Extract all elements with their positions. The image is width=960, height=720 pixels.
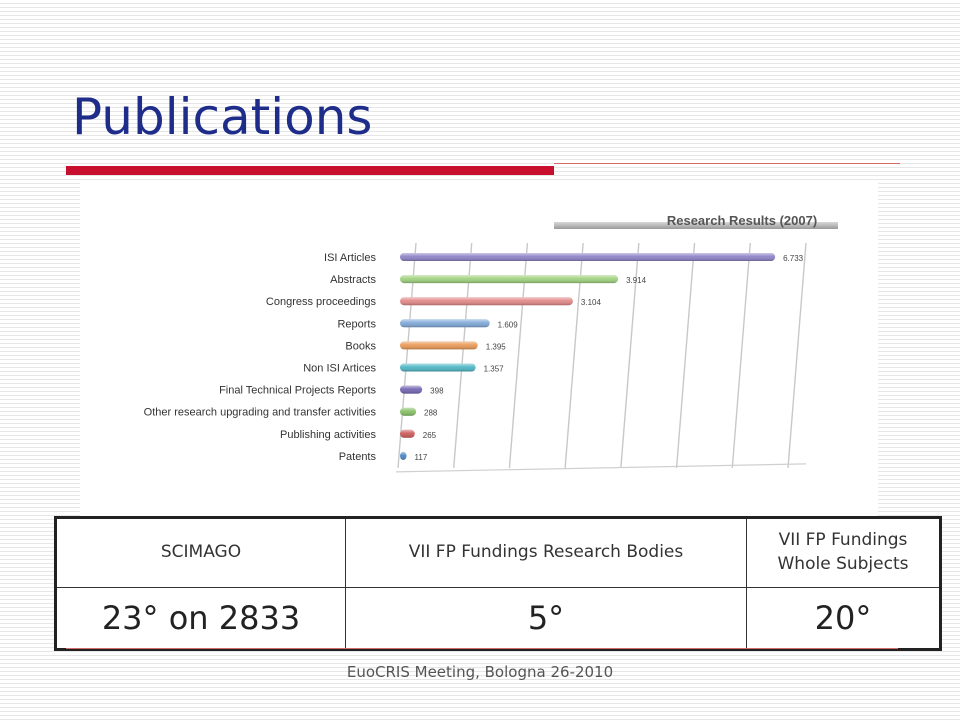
chart-title-underline [554,222,838,229]
table-row: 23° on 2833 5° 20° [55,587,941,650]
bar-value-label: 6.733 [783,254,804,263]
value-fp-research-bodies: 5° [345,587,747,650]
bar-value-label: 3.104 [581,298,602,307]
bar-highlight [400,429,415,438]
rankings-table: SCIMAGO VII FP Fundings Research Bodies … [54,516,942,651]
value-scimago: 23° on 2833 [55,587,346,650]
bar-value-label: 1.395 [486,342,507,351]
chart-svg: Research Results (2007) ISI Articles Abst… [144,213,838,473]
category-label: Patents [339,451,377,463]
title-underline-accent [66,166,554,175]
header-fp-research-bodies: VII FP Fundings Research Bodies [345,517,747,588]
bar-highlight [400,407,417,416]
gridline [787,242,807,468]
category-label: Reports [337,318,376,330]
category-label: Publishing activities [280,429,376,441]
gridline [731,242,751,468]
chart-baseline [395,463,807,473]
header-scimago: SCIMAGO [55,517,346,588]
table-header-row: SCIMAGO VII FP Fundings Research Bodies … [55,517,941,588]
gridline [620,242,640,468]
bar-highlight [400,341,478,350]
value-fp-whole-subjects: 20° [746,587,941,650]
title-divider-line [554,163,900,164]
bar-highlight [400,385,423,394]
bar-value-label: 265 [423,431,437,440]
category-label: ISI Articles [324,252,376,264]
slide-footer: EuoCRIS Meeting, Bologna 26-2010 [346,663,614,681]
header-fp-whole-subjects: VII FP Fundings Whole Subjects [746,517,941,588]
bar-highlight [400,451,407,460]
bar-highlight [400,297,573,306]
category-label: Abstracts [330,274,376,286]
chart-title: Research Results (2007) [667,213,817,228]
bar-value-label: 288 [424,409,438,418]
category-label: Congress proceedings [266,296,377,308]
footer-divider-line [66,648,898,649]
bar-highlight [400,319,490,328]
category-label: Books [345,340,376,352]
category-label: Non ISI Artices [303,363,376,375]
bar-value-label: 1.609 [498,320,519,329]
category-label: Final Technical Projects Reports [219,385,376,397]
bar-value-label: 117 [415,453,428,462]
bar-value-label: 3.914 [626,276,647,285]
bar-value-label: 398 [430,387,444,396]
category-label: Other research upgrading and transfer ac… [144,407,377,419]
bar-highlight [400,253,776,261]
bar-value-label: 1.357 [484,365,505,374]
gridline [675,242,696,468]
bar-highlight [400,275,619,284]
research-results-chart: Research Results (2007) ISI Articles Abst… [80,182,878,518]
slide-title: Publications [72,88,373,146]
bar-highlight [400,363,476,372]
